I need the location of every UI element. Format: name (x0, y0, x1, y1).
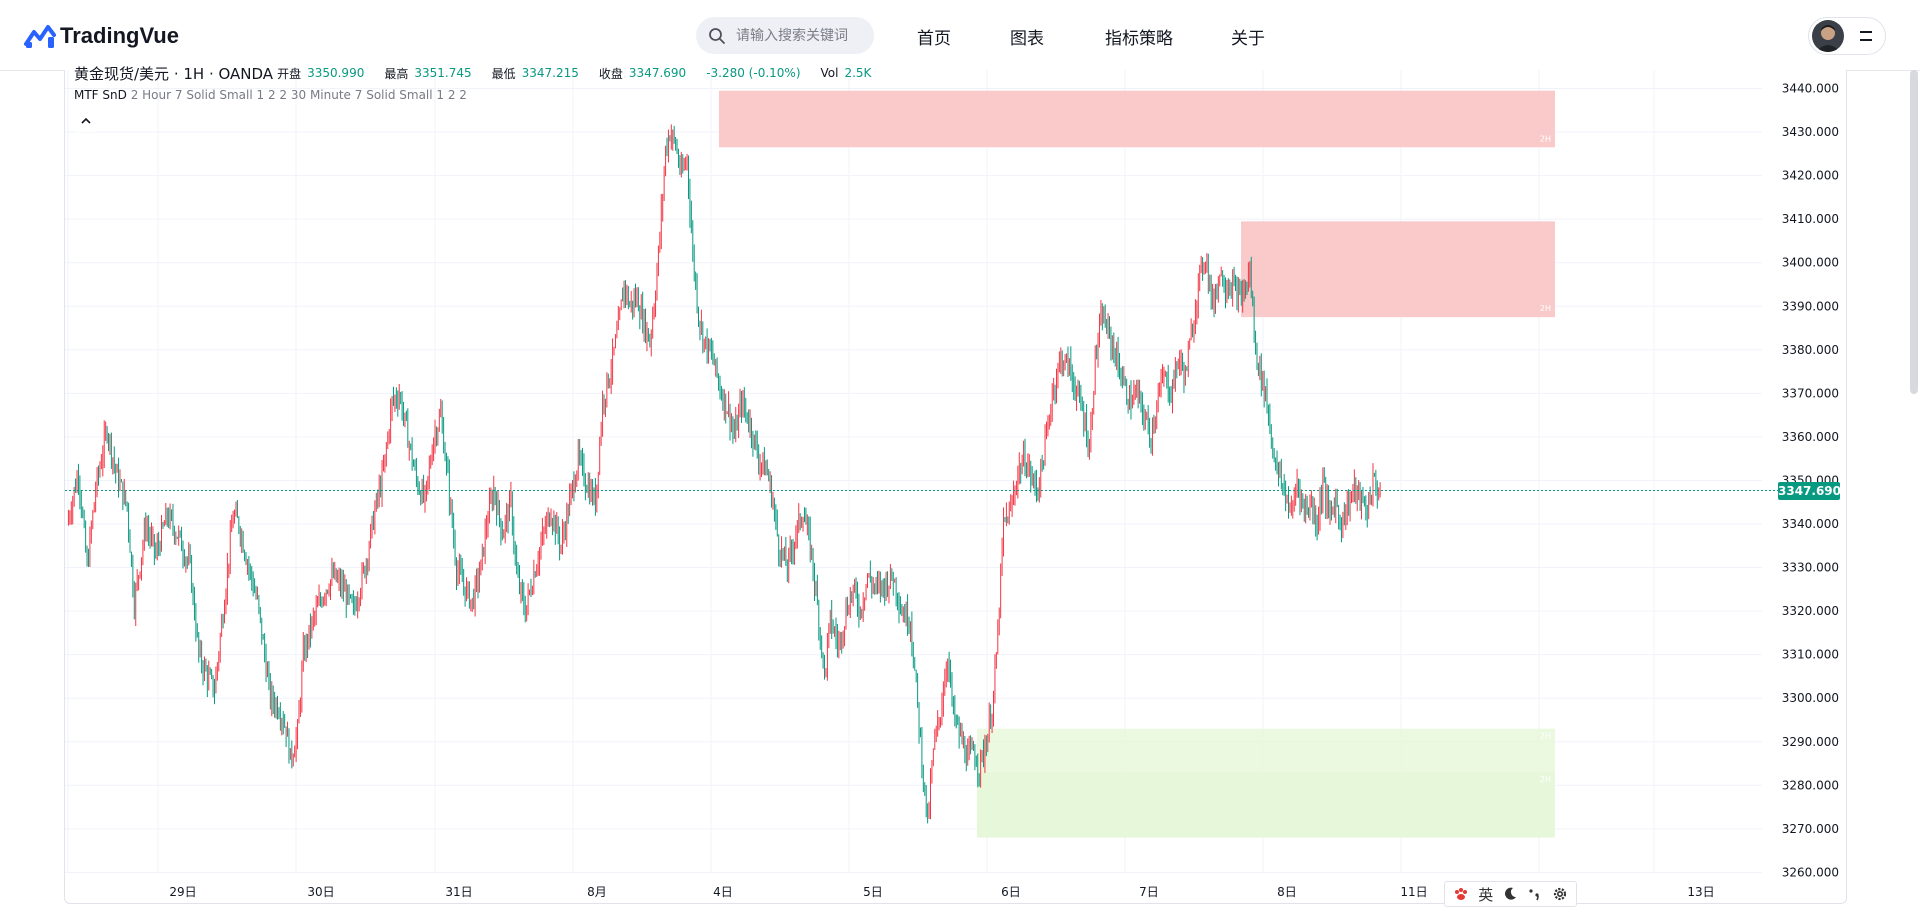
price-axis-label: 3290.000 (1782, 735, 1839, 749)
low-value: 3347.215 (521, 66, 579, 80)
price-axis-label: 3340.000 (1782, 517, 1839, 531)
symbol-legend: 黄金现货/美元 · 1H · OANDA 开盘 3350.990 最高 3351… (74, 64, 872, 83)
price-axis-label: 3260.000 (1782, 865, 1839, 879)
ime-toolbar[interactable]: 英 (1444, 881, 1577, 907)
moon-icon[interactable] (1502, 886, 1518, 902)
time-axis-label: 30日 (307, 885, 334, 899)
indicator-name: MTF SnD (74, 88, 127, 102)
price-axis-label: 3280.000 (1782, 778, 1839, 792)
price-axis-label: 3300.000 (1782, 691, 1839, 705)
symbol-name[interactable]: 黄金现货/美元 · 1H · OANDA (74, 64, 274, 83)
indicator-params: 2 Hour 7 Solid Small 1 2 2 30 Minute 7 S… (130, 88, 467, 102)
nav-link-strategies[interactable]: 指标策略 (1105, 29, 1173, 49)
price-axis-label: 3430.000 (1782, 125, 1839, 139)
price-axis-label: 3400.000 (1782, 256, 1839, 270)
price-axis-label: 3420.000 (1782, 169, 1839, 183)
time-axis-label: 5日 (863, 885, 883, 899)
nav-link-charts[interactable]: 图表 (1010, 29, 1044, 49)
open-value: 3350.990 (307, 66, 365, 80)
supply-zone (1241, 221, 1555, 318)
page-scrollbar[interactable] (1910, 70, 1918, 394)
time-axis-label: 29日 (169, 885, 196, 899)
price-axis-label: 3330.000 (1782, 561, 1839, 575)
nav-link-about[interactable]: 关于 (1231, 29, 1265, 49)
search-box[interactable] (696, 17, 874, 54)
price-axis-label: 3360.000 (1782, 430, 1839, 444)
zone-label: 2H (1540, 775, 1551, 784)
punctuation-icon[interactable] (1527, 886, 1543, 902)
search-input[interactable] (734, 26, 866, 45)
time-axis-label: 4日 (713, 885, 733, 899)
time-axis-label: 13日 (1687, 885, 1714, 899)
open-label: 开盘 (277, 66, 302, 81)
paw-icon[interactable] (1453, 886, 1469, 902)
price-axis-label: 3370.000 (1782, 386, 1839, 400)
time-axis-label: 6日 (1001, 885, 1021, 899)
avatar[interactable] (1812, 20, 1844, 52)
indicator-legend[interactable]: MTF SnD 2 Hour 7 Solid Small 1 2 2 30 Mi… (74, 88, 467, 102)
brand-name: TradingVue (60, 23, 179, 48)
price-axis-label: 3320.000 (1782, 604, 1839, 618)
price-axis-label: 3270.000 (1782, 822, 1839, 836)
user-menu[interactable] (1808, 17, 1886, 55)
brand[interactable]: TradingVue (24, 22, 179, 50)
chevron-up-icon (81, 117, 91, 124)
candles (67, 124, 1381, 824)
zone-label: 2H (1540, 134, 1551, 143)
volume-label: Vol (820, 66, 839, 80)
settings-gear-icon[interactable] (1552, 886, 1568, 902)
time-axis-label: 8月 (587, 885, 607, 899)
time-axis-label: 8日 (1277, 885, 1297, 899)
time-axis-label: 7日 (1139, 885, 1159, 899)
price-axis-label: 3310.000 (1782, 648, 1839, 662)
zone-label: 2H (1540, 732, 1551, 741)
search-icon (709, 27, 725, 44)
hamburger-menu-icon[interactable] (1859, 29, 1873, 43)
low-label: 最低 (491, 66, 516, 81)
demand-zone (977, 772, 1555, 838)
high-value: 3351.745 (414, 66, 472, 80)
close-label: 收盘 (598, 66, 623, 81)
supply-zone (719, 90, 1555, 148)
close-value: 3347.690 (628, 66, 687, 80)
top-navigation-bar: TradingVue 首页 图表 指标策略 关于 (0, 0, 1920, 71)
time-axis-label: 11日 (1400, 885, 1427, 899)
volume-value: 2.5K (844, 66, 872, 80)
price-axis-label: 3410.000 (1782, 212, 1839, 226)
last-price-label: 3347.690 (1778, 481, 1842, 500)
price-axis-label: 3380.000 (1782, 343, 1839, 357)
nav-link-home[interactable]: 首页 (917, 29, 951, 49)
price-axis-label: 3440.000 (1782, 82, 1839, 96)
collapse-legend-button[interactable] (74, 110, 98, 132)
brand-logo-icon (24, 25, 56, 48)
change-value: -3.280 (-0.10%) (706, 66, 801, 80)
price-axis-label: 3390.000 (1782, 299, 1839, 313)
ime-language-toggle[interactable]: 英 (1478, 885, 1494, 904)
time-axis-label: 31日 (445, 885, 472, 899)
zone-label: 2H (1540, 304, 1551, 313)
high-label: 最高 (384, 66, 409, 81)
